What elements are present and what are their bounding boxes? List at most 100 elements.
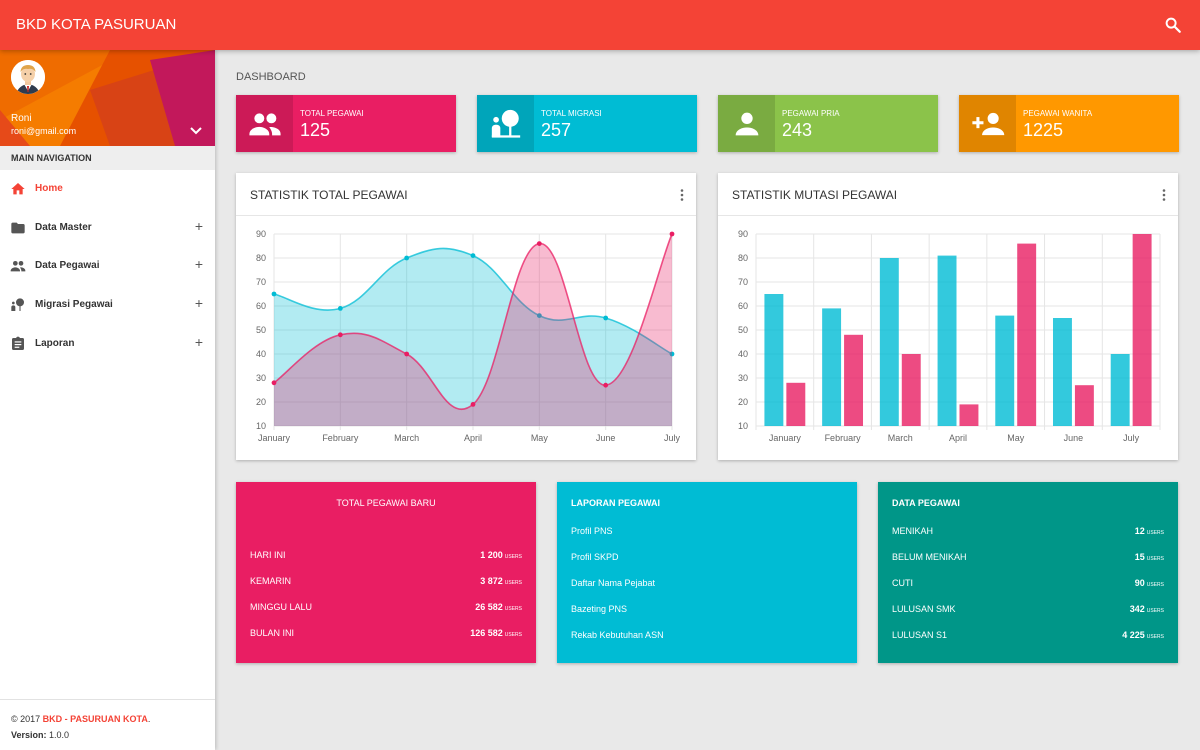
x-tick-label: June — [596, 433, 616, 443]
nav-section-header: MAIN NAVIGATION — [0, 146, 215, 170]
y-tick-label: 20 — [256, 397, 266, 407]
chevron-down-icon[interactable] — [190, 127, 202, 135]
y-tick-label: 20 — [738, 397, 748, 407]
report-link-profil-pns[interactable]: Profil PNS — [571, 526, 613, 536]
x-tick-label: March — [394, 433, 419, 443]
card-title: TOTAL PEGAWAI BARU — [336, 498, 436, 508]
y-tick-label: 80 — [738, 253, 748, 263]
data-point — [470, 253, 476, 258]
x-tick-label: January — [769, 433, 802, 443]
list-item: BELUM MENIKAH 15 USERS — [892, 552, 1164, 562]
y-tick-label: 10 — [256, 421, 266, 431]
data-point — [536, 241, 542, 246]
y-tick-label: 90 — [256, 229, 266, 239]
info-box-label: PEGAWAI WANITA — [1023, 109, 1093, 118]
card-title: STATISTIK MUTASI PEGAWAI — [732, 188, 898, 202]
data-point — [404, 351, 410, 357]
sidebar-item-data-pegawai[interactable]: Data Pegawai + — [0, 247, 215, 285]
info-box-total-migrasi[interactable]: TOTAL MIGRASI 257 — [477, 95, 697, 152]
card-title: DATA PEGAWAI — [892, 498, 960, 508]
avatar[interactable] — [11, 60, 45, 94]
bar — [1110, 354, 1130, 426]
home-icon — [11, 183, 25, 195]
sidebar-item-home[interactable]: Home — [0, 170, 215, 208]
more-vert-icon[interactable] — [680, 189, 684, 201]
data-point — [669, 231, 675, 237]
x-tick-label: February — [825, 433, 862, 443]
sidebar-item-label: Home — [35, 183, 63, 194]
report-link-bazeting-pns[interactable]: Bazeting PNS — [571, 604, 628, 614]
app-title[interactable]: BKD KOTA PASURUAN — [16, 16, 177, 33]
sidebar-item-laporan[interactable]: Laporan + — [0, 325, 215, 363]
info-box-value: 1225 — [1023, 120, 1064, 140]
y-tick-label: 30 — [256, 373, 266, 383]
info-box-total-pegawai[interactable]: TOTAL PEGAWAI 125 — [236, 95, 456, 152]
sidebar-footer: © 2017 BKD - PASURUAN KOTA. Version: 1.0… — [0, 699, 215, 750]
user-info-panel: Roni roni@gmail.com — [0, 50, 215, 146]
bar — [901, 354, 921, 426]
folder-icon — [11, 222, 25, 234]
data-point — [470, 402, 476, 407]
people-icon — [249, 113, 281, 136]
y-tick-label: 50 — [738, 325, 748, 335]
series-area — [274, 248, 672, 426]
bar — [959, 404, 979, 426]
line-chart: 10 20 30 40 50 60 70 80 90 January February March Ap… — [256, 229, 681, 443]
report-link-rekab-kebutuhan-asn[interactable]: Rekab Kebutuhan ASN — [571, 630, 664, 640]
list-item: LULUSAN SMK 342 USERS — [892, 604, 1164, 614]
report-link-profil-skpd[interactable]: Profil SKPD — [571, 552, 619, 562]
sidebar: Roni roni@gmail.com MAIN NAVIGATION Home… — [0, 50, 215, 750]
bar — [764, 294, 784, 426]
people-icon — [10, 261, 26, 272]
expand-plus-icon[interactable]: + — [194, 295, 203, 311]
bar — [937, 255, 957, 426]
info-box-label: TOTAL MIGRASI — [541, 109, 602, 118]
x-tick-label: February — [322, 433, 359, 443]
bar — [1052, 318, 1072, 426]
data-point — [337, 306, 343, 311]
x-tick-label: January — [258, 433, 291, 443]
sidebar-item-migrasi-pegawai[interactable]: Migrasi Pegawai + — [0, 286, 215, 324]
data-point — [603, 315, 609, 321]
top-navbar: BKD KOTA PASURUAN — [0, 0, 1200, 50]
info-box-label: PEGAWAI PRIA — [782, 109, 840, 118]
info-box-pegawai-pria[interactable]: PEGAWAI PRIA 243 — [718, 95, 938, 152]
bar — [822, 308, 842, 426]
card-title: LAPORAN PEGAWAI — [571, 498, 661, 508]
expand-plus-icon[interactable]: + — [194, 334, 203, 350]
x-tick-label: July — [664, 433, 681, 443]
info-box-label: TOTAL PEGAWAI — [300, 109, 364, 118]
more-vert-icon[interactable] — [1162, 189, 1166, 201]
version-text: Version: 1.0.0 — [11, 730, 70, 740]
user-name: Roni — [11, 113, 32, 124]
expand-plus-icon[interactable]: + — [194, 218, 203, 234]
data-point — [404, 255, 410, 261]
copyright-text: © 2017 BKD - PASURUAN KOTA. — [11, 714, 151, 724]
report-link-daftar-nama-pejabat[interactable]: Daftar Nama Pejabat — [571, 578, 656, 588]
page-title: DASHBOARD — [236, 71, 306, 83]
bar — [1074, 385, 1094, 426]
sidebar-item-label: Migrasi Pegawai — [35, 299, 113, 310]
list-item: BULAN INI 126 582 USERS — [250, 628, 522, 638]
search-icon[interactable] — [1164, 16, 1182, 34]
bar — [1132, 234, 1152, 426]
clipboard-icon — [12, 336, 24, 350]
bar — [786, 382, 806, 426]
person-add-icon — [972, 112, 1005, 136]
list-item: HARI INI 1 200 USERS — [250, 550, 522, 560]
info-box-pegawai-wanita[interactable]: PEGAWAI WANITA 1225 — [959, 95, 1179, 152]
nature-people-icon — [11, 298, 24, 311]
x-tick-label: May — [1007, 433, 1025, 443]
new-staff-card: TOTAL PEGAWAI BARU HARI INI 1 200 USERS KE… — [236, 482, 536, 663]
sidebar-item-data-master[interactable]: Data Master + — [0, 209, 215, 247]
footer-org-link[interactable]: BKD - PASURUAN KOTA — [42, 714, 148, 724]
x-tick-label: April — [949, 433, 967, 443]
info-box-value: 257 — [541, 120, 572, 140]
expand-plus-icon[interactable]: + — [194, 256, 203, 272]
y-tick-label: 60 — [738, 301, 748, 311]
data-point — [271, 291, 277, 297]
list-item: CUTI 90 USERS — [892, 578, 1164, 588]
sidebar-item-label: Data Pegawai — [35, 260, 100, 271]
list-item: LULUSAN S1 4 225 USERS — [892, 630, 1164, 640]
list-item: KEMARIN 3 872 USERS — [250, 576, 522, 586]
